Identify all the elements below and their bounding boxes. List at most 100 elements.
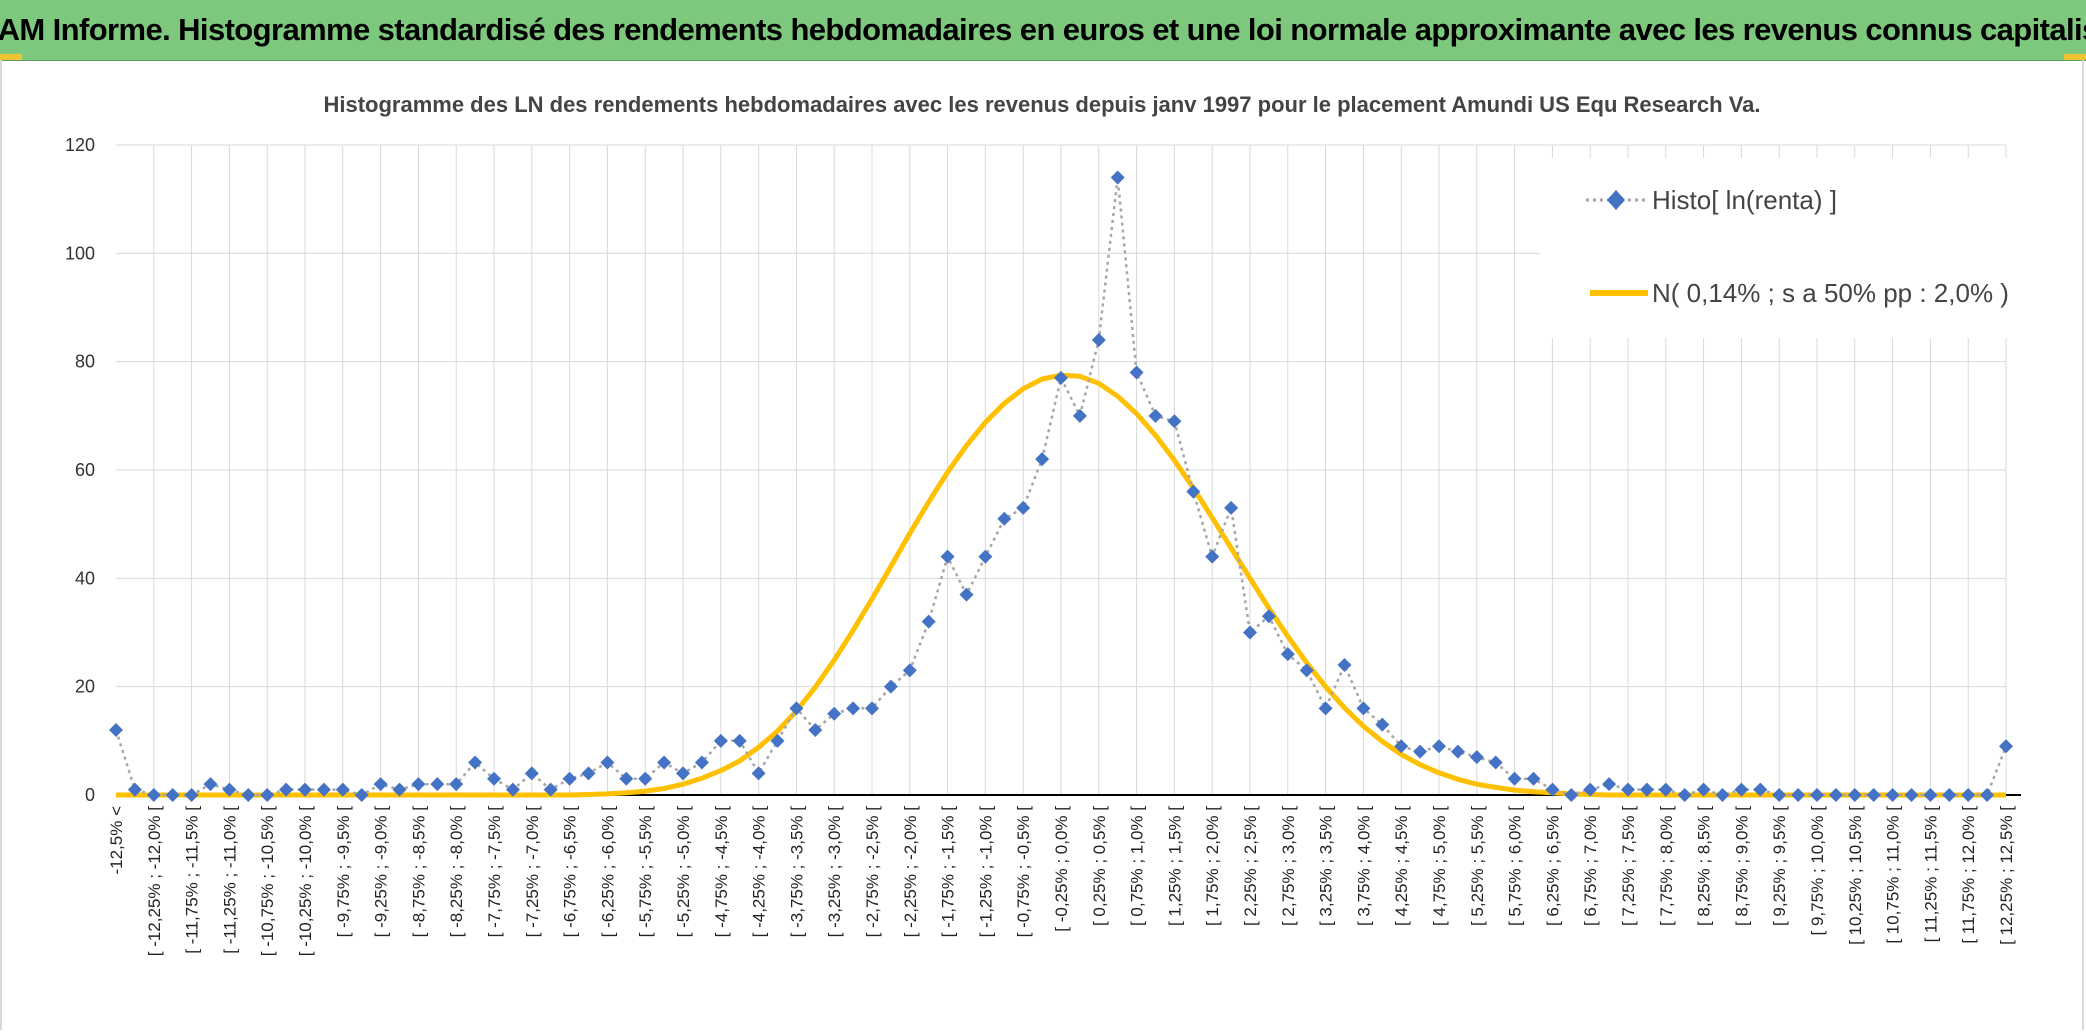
histo-point [1299,663,1314,678]
x-tick-label: [ -7,25% ; -7,0% [ [523,806,542,938]
histo-point [1035,452,1050,467]
histo-point [524,766,539,781]
x-tick-label: [ 0,75% ; 1,0% [ [1128,806,1147,926]
histo-point [1696,782,1711,797]
x-tick-label: [ -3,25% ; -3,0% [ [825,806,844,938]
x-tick-label: [ -1,25% ; -1,0% [ [976,806,995,938]
histo-point [1923,788,1938,802]
histo-point [959,587,974,602]
histo-point [109,723,123,737]
legend-normal-label: N( 0,14% ; s a 50% pp : 2,0% ) [1652,278,2009,308]
y-tick-label: 0 [85,785,95,805]
legend: Histo[ ln(renta) ] N( 0,14% ; s a 50% pp… [1540,158,2020,338]
x-tick-label: [ 5,25% ; 5,5% [ [1468,806,1487,926]
histo-point [1545,782,1560,797]
legend-histo-marker [1607,190,1625,210]
x-tick-label: [ 9,75% ; 10,0% [ [1808,806,1827,936]
histo-point [543,782,558,797]
histo-point [1904,788,1919,802]
histo-point [1828,788,1843,802]
x-tick-label: -12,5% < [107,806,126,875]
histo-point [1810,788,1824,802]
x-tick-label: [ -10,75% ; -10,5% [ [258,806,277,957]
x-tick-label: [ -8,75% ; -8,5% [ [409,806,428,938]
histo-point [1375,717,1390,732]
report-banner: ADAM Informe. Histogramme standardisé de… [0,0,2086,61]
histo-point [1961,788,1976,802]
histo-point [279,782,294,797]
histo-point [1224,500,1239,515]
histo-point [619,771,634,786]
histo-point [732,733,747,748]
y-tick-label: 20 [75,677,95,697]
x-tick-label: [ 10,75% ; 11,0% [ [1884,806,1903,944]
histo-point [1016,500,1031,515]
histo-point [1658,782,1673,797]
x-tick-label: [ 11,75% ; 12,0% [ [1959,806,1978,944]
histo-point [1621,782,1635,797]
histo-point [978,549,993,564]
x-tick-label: [ -8,25% ; -8,0% [ [447,806,466,938]
histo-point [657,755,672,770]
histo-point [600,755,615,770]
histo-point [316,782,331,797]
x-tick-label: [ 7,75% ; 8,0% [ [1657,806,1676,926]
x-tick-label: [ 10,25% ; 10,5% [ [1846,806,1865,945]
histo-point [1243,625,1257,640]
x-tick-label: [ -2,75% ; -2,5% [ [863,806,882,938]
histo-point [1999,739,2013,754]
x-tick-label: [ -5,25% ; -5,0% [ [674,806,693,938]
histo-point [1715,788,1730,802]
histo-point [1602,777,1617,792]
histo-point [940,549,955,564]
histo-point [638,771,653,786]
histo-point [1091,333,1106,347]
x-tick-label: [ -4,25% ; -4,0% [ [750,806,769,938]
y-tick-label: 80 [75,352,95,372]
histo-point [1205,549,1220,564]
x-tick-label: [ -7,75% ; -7,5% [ [485,806,504,938]
histo-point [1734,782,1749,797]
histo-point [505,782,520,797]
histo-point [1394,739,1409,754]
histo-point [335,782,350,797]
histo-point [1885,788,1900,802]
x-tick-label: [ 7,25% ; 7,5% [ [1619,806,1638,926]
x-tick-label: [ 4,25% ; 4,5% [ [1392,806,1411,926]
x-tick-label: [ -0,75% ; -0,5% [ [1014,806,1033,938]
histo-point [1942,788,1957,802]
chart-title: Histogramme des LN des rendements hebdom… [323,92,1760,117]
histo-point [1980,788,1995,802]
x-tick-label: [ 9,25% ; 9,5% [ [1770,806,1789,926]
x-tick-label: [ -10,25% ; -10,0% [ [296,806,315,957]
histo-point [1186,484,1201,499]
y-tick-label: 40 [75,568,95,588]
histo-point [1054,370,1068,385]
x-tick-label: [ -4,75% ; -4,5% [ [712,806,731,938]
histo-point [1337,658,1352,672]
histo-point [1507,771,1522,786]
histo-point [789,701,804,716]
histo-point [146,788,161,802]
histo-point [1583,782,1598,797]
histo-point [1772,788,1787,802]
x-tick-label: [ 12,25% ; 12,5% [ [1997,806,2016,945]
x-tick-label: [ -3,75% ; -3,5% [ [787,806,806,938]
histo-point [1488,755,1503,770]
x-tick-label: [ 0,25% ; 0,5% [ [1090,806,1109,926]
histo-point [241,788,256,802]
x-tick-label: [ 1,75% ; 2,0% [ [1203,806,1222,926]
histo-point [676,766,690,781]
x-tick-label: [ 11,25% ; 11,5% [ [1921,806,1940,943]
x-tick-label: [ 2,75% ; 3,0% [ [1279,806,1298,926]
histo-point [846,701,861,716]
histo-point [1677,788,1692,802]
histo-point [1791,788,1806,802]
histo-point [449,777,464,792]
histo-point [1318,701,1333,716]
histo-point [921,614,936,629]
x-tick-label: [ -6,75% ; -6,5% [ [561,806,580,938]
histo-point [373,777,388,792]
histo-point [1261,609,1276,624]
x-tick-label: [ -0,25% ; 0,0% [ [1052,806,1071,932]
